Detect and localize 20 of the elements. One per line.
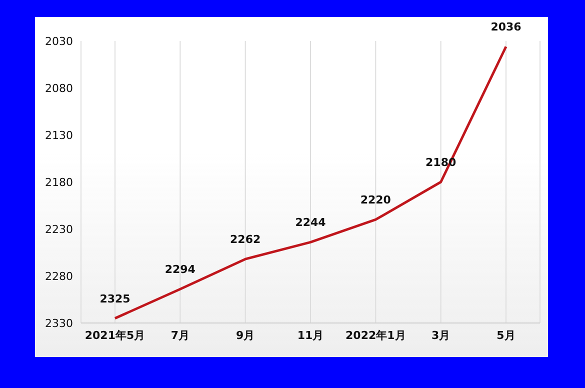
data-label: 2294 xyxy=(164,263,196,276)
y-tick-label: 2330 xyxy=(45,316,73,330)
data-label: 2036 xyxy=(490,20,522,34)
x-tick-label: 2022年1月 xyxy=(346,328,406,342)
x-tick-label: 7月 xyxy=(170,328,190,342)
y-tick-label: 2230 xyxy=(45,222,73,236)
y-tick-label: 2080 xyxy=(45,82,73,95)
y-tick-label: 2130 xyxy=(45,128,73,142)
data-label: 2220 xyxy=(360,194,392,207)
x-tick-label: 3月 xyxy=(432,328,450,342)
x-tick-label: 5月 xyxy=(496,328,516,342)
x-tick-label: 9月 xyxy=(236,328,255,342)
data-label: 2325 xyxy=(100,292,130,306)
y-tick-label: 2030 xyxy=(45,34,73,48)
data-label: 2244 xyxy=(295,216,326,230)
data-label: 2262 xyxy=(230,233,261,246)
x-tick-label: 11月 xyxy=(297,328,324,342)
x-tick-label: 2021年5月 xyxy=(84,328,146,342)
y-tick-label: 2180 xyxy=(45,176,73,189)
y-tick-label: 2280 xyxy=(45,270,73,283)
